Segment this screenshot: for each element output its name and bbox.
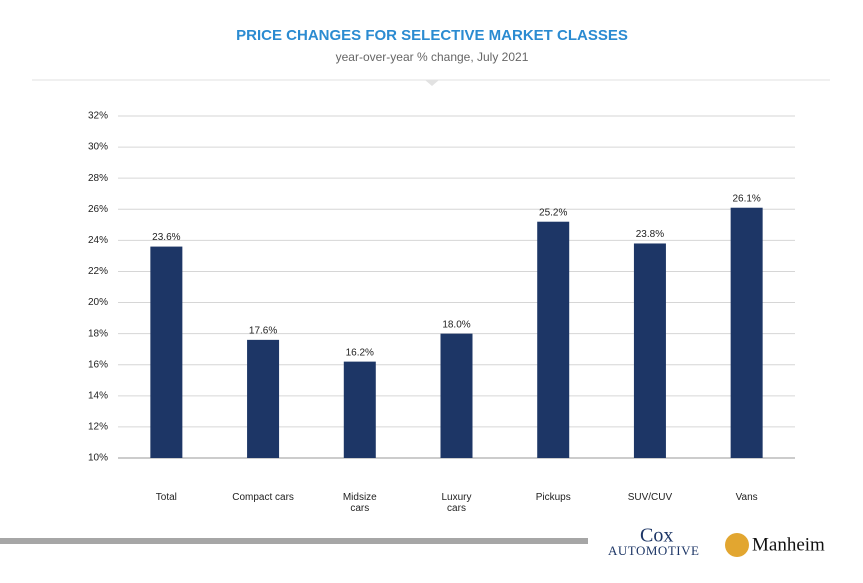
bar [440, 333, 473, 458]
logo-text: Manheim [752, 534, 825, 555]
y-tick-label: 18% [88, 328, 108, 339]
y-tick-label: 26% [88, 204, 108, 215]
footer-bar [0, 538, 588, 544]
x-tick-label: Compact cars [232, 492, 294, 503]
y-tick-label: 30% [88, 142, 108, 153]
y-tick-label: 22% [88, 266, 108, 277]
y-tick-label: 32% [88, 111, 108, 122]
y-tick-label: 20% [88, 297, 108, 308]
x-tick-label: SUV/CUV [627, 492, 673, 503]
logo-icon [725, 533, 749, 557]
bar [343, 361, 376, 458]
x-tick-label: Midsize cars [342, 492, 377, 514]
chart-title: PRICE CHANGES FOR SELECTIVE MARKET CLASS… [236, 27, 628, 44]
bar [150, 246, 183, 458]
separator-notch [425, 80, 439, 86]
logo-text: Cox [640, 525, 673, 547]
x-tick-label: Luxury cars [441, 492, 472, 514]
x-tick-label: Total [155, 492, 177, 503]
value-label: 18.0% [442, 319, 470, 330]
value-label: 23.8% [636, 229, 664, 240]
value-label: 25.2% [539, 207, 567, 218]
chart-subtitle: year-over-year % change, July 2021 [336, 50, 529, 64]
y-tick-label: 12% [88, 422, 108, 433]
x-tick-label: Vans [735, 492, 758, 503]
y-tick-label: 14% [88, 390, 108, 401]
bar [730, 207, 763, 458]
value-label: 17.6% [249, 325, 277, 336]
bar [633, 243, 666, 458]
value-label: 26.1% [732, 193, 760, 204]
bar [537, 221, 570, 458]
value-label: 23.6% [152, 232, 180, 243]
x-tick-label: Pickups [535, 492, 571, 503]
y-tick-label: 16% [88, 359, 108, 370]
bar [247, 339, 280, 458]
y-tick-label: 24% [88, 235, 108, 246]
value-label: 16.2% [346, 347, 374, 358]
logo-text: AUTOMOTIVE [608, 543, 699, 558]
y-tick-label: 28% [88, 173, 108, 184]
y-tick-label: 10% [88, 453, 108, 464]
